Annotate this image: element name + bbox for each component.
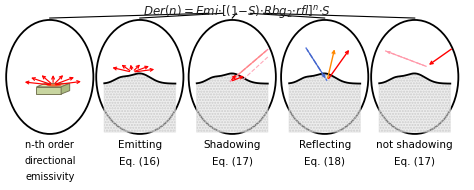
Text: Eq. (16): Eq. (16) (119, 157, 160, 167)
Text: $\it{Der(n){=}Emi{\cdot}[(1{-}S){\cdot}Rbg_2{\cdot}rfl]^n{\cdot}S}$: $\it{Der(n){=}Emi{\cdot}[(1{-}S){\cdot}R… (143, 3, 331, 20)
Polygon shape (36, 83, 70, 87)
Ellipse shape (46, 84, 62, 86)
Polygon shape (61, 83, 70, 94)
Ellipse shape (189, 20, 276, 134)
Text: Eq. (18): Eq. (18) (304, 157, 345, 167)
Polygon shape (197, 73, 268, 132)
Text: Reflecting: Reflecting (299, 140, 351, 150)
Ellipse shape (6, 20, 93, 134)
Text: Eq. (17): Eq. (17) (212, 157, 253, 167)
Ellipse shape (281, 20, 368, 134)
Text: directional: directional (24, 156, 75, 166)
Ellipse shape (96, 20, 183, 134)
Ellipse shape (371, 20, 458, 134)
Polygon shape (379, 73, 450, 132)
Polygon shape (289, 73, 360, 132)
Text: n-th order: n-th order (25, 140, 74, 150)
Text: Shadowing: Shadowing (203, 140, 261, 150)
Polygon shape (36, 87, 61, 94)
Text: emissivity: emissivity (25, 172, 74, 182)
Text: Emitting: Emitting (118, 140, 162, 150)
Text: Eq. (17): Eq. (17) (394, 157, 435, 167)
Polygon shape (104, 73, 175, 132)
Text: not shadowing: not shadowing (376, 140, 453, 150)
